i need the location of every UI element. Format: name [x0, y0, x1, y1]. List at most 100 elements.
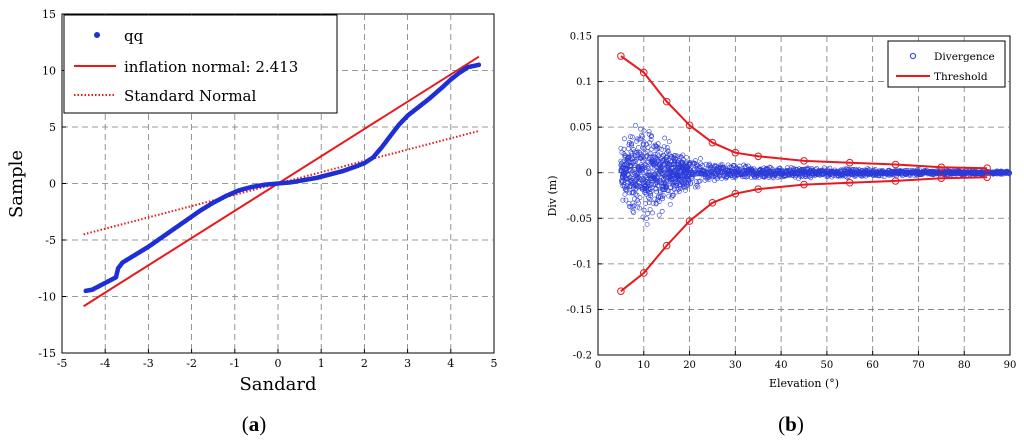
- divergence-point: [640, 170, 646, 176]
- divergence-point: [751, 166, 757, 172]
- threshold-point: [617, 52, 625, 60]
- divergence-point: [685, 180, 691, 186]
- divergence-point: [622, 192, 628, 197]
- threshold-lower-line: [620, 176, 988, 292]
- divergence-point: [865, 166, 871, 172]
- y-tick-label: 0.15: [570, 32, 592, 43]
- divergence-point: [660, 193, 666, 198]
- threshold-point: [891, 160, 900, 169]
- divergence-point: [702, 168, 707, 174]
- threshold-point: [800, 157, 808, 165]
- x-tick-label: 10: [637, 360, 650, 371]
- panel-b-series: [617, 52, 1013, 296]
- divergence-point: [645, 180, 650, 186]
- y-tick-label: -0.15: [566, 305, 592, 316]
- y-tick-label: 0.1: [576, 77, 592, 88]
- threshold-point: [685, 121, 694, 130]
- divergence-point: [693, 158, 698, 163]
- panel-b-legend: Divergence Threshold: [887, 40, 1006, 88]
- divergence-point: [650, 210, 656, 216]
- divergence-point: [703, 161, 709, 167]
- divergence-point: [683, 154, 689, 160]
- divergence-point: [644, 221, 650, 227]
- legend-divergence-label: Divergence: [934, 51, 995, 63]
- divergence-point: [629, 141, 634, 147]
- divergence-point: [664, 182, 670, 188]
- threshold-point: [708, 138, 717, 147]
- y-tick-label: 0: [586, 168, 592, 179]
- divergence-point: [698, 161, 704, 167]
- divergence-point: [652, 176, 658, 182]
- divergence-point: [797, 173, 803, 179]
- divergence-point: [635, 198, 640, 203]
- divergence-point: [641, 207, 647, 213]
- divergence-point: [639, 153, 644, 159]
- divergence-point: [659, 208, 665, 214]
- y-tick-label: -10: [38, 290, 56, 303]
- divergence-point: [632, 162, 638, 168]
- divergence-point: [660, 196, 666, 202]
- divergence-point: [634, 149, 640, 155]
- y-tick-label: -0.1: [573, 259, 592, 270]
- divergence-point: [671, 156, 677, 161]
- threshold-point: [845, 158, 854, 167]
- divergence-point: [697, 178, 703, 184]
- threshold-point: [937, 174, 946, 182]
- divergence-point: [745, 174, 751, 179]
- panel-b-x-axis-label: Elevation (°): [769, 377, 839, 390]
- divergence-point: [653, 177, 659, 183]
- x-tick-label: 30: [729, 360, 742, 371]
- panel-b-caption: (b): [778, 412, 804, 436]
- divergence-point: [806, 166, 812, 172]
- threshold-point: [731, 148, 740, 157]
- divergence-point: [677, 186, 683, 191]
- divergence-point: [647, 154, 652, 160]
- threshold-point: [662, 241, 671, 250]
- panel-a-x-axis-label: Sandard: [239, 374, 316, 395]
- divergence-point: [697, 164, 703, 170]
- divergence-point: [628, 164, 634, 170]
- divergence-point: [625, 179, 631, 185]
- divergence-point: [694, 179, 699, 185]
- divergence-point: [622, 184, 627, 190]
- threshold-point: [754, 152, 763, 161]
- divergence-point: [648, 191, 653, 197]
- x-tick-label: 20: [683, 360, 696, 371]
- divergence-point: [724, 168, 730, 174]
- divergence-point: [652, 142, 658, 148]
- divergence-point: [729, 168, 735, 174]
- divergence-point: [663, 185, 669, 191]
- divergence-point: [646, 182, 651, 187]
- divergence-point: [628, 134, 633, 140]
- divergence-point: [656, 199, 662, 205]
- y-tick-label: -5: [45, 234, 56, 247]
- legend-standard-normal-label: Standard Normal: [124, 87, 256, 105]
- divergence-point: [646, 129, 652, 134]
- divergence-point: [621, 146, 627, 152]
- divergence-point: [640, 134, 645, 139]
- divergence-point: [644, 216, 649, 221]
- x-tick-label: 90: [1004, 360, 1017, 371]
- divergence-point: [648, 137, 654, 143]
- divergence-point: [632, 158, 638, 164]
- divergence-point: [653, 201, 659, 207]
- divergence-point: [633, 122, 638, 128]
- divergence-point: [653, 186, 659, 191]
- divergence-point: [673, 179, 679, 185]
- panel-a-legend-box: [63, 14, 338, 114]
- divergence-point: [646, 169, 651, 175]
- divergence-point: [651, 144, 657, 150]
- panel-a-legend: qq inflation normal: 2.413 Standard Norm…: [63, 14, 338, 114]
- legend-divergence-marker: [909, 52, 917, 60]
- legend-qq-label: qq: [124, 27, 144, 45]
- threshold-point: [891, 177, 900, 185]
- divergence-point: [640, 165, 645, 171]
- divergence-point: [654, 189, 660, 195]
- divergence-point: [656, 212, 662, 218]
- threshold-point: [708, 198, 717, 207]
- panel-b-divergence-plot: 0 10 20 30 40 50 60 70 80 90 -0.2 -0.15 -0.1 -0.05 0 0.…: [546, 32, 1016, 391]
- x-tick-label: 3: [404, 357, 411, 370]
- panel-b-grid: [598, 36, 1010, 355]
